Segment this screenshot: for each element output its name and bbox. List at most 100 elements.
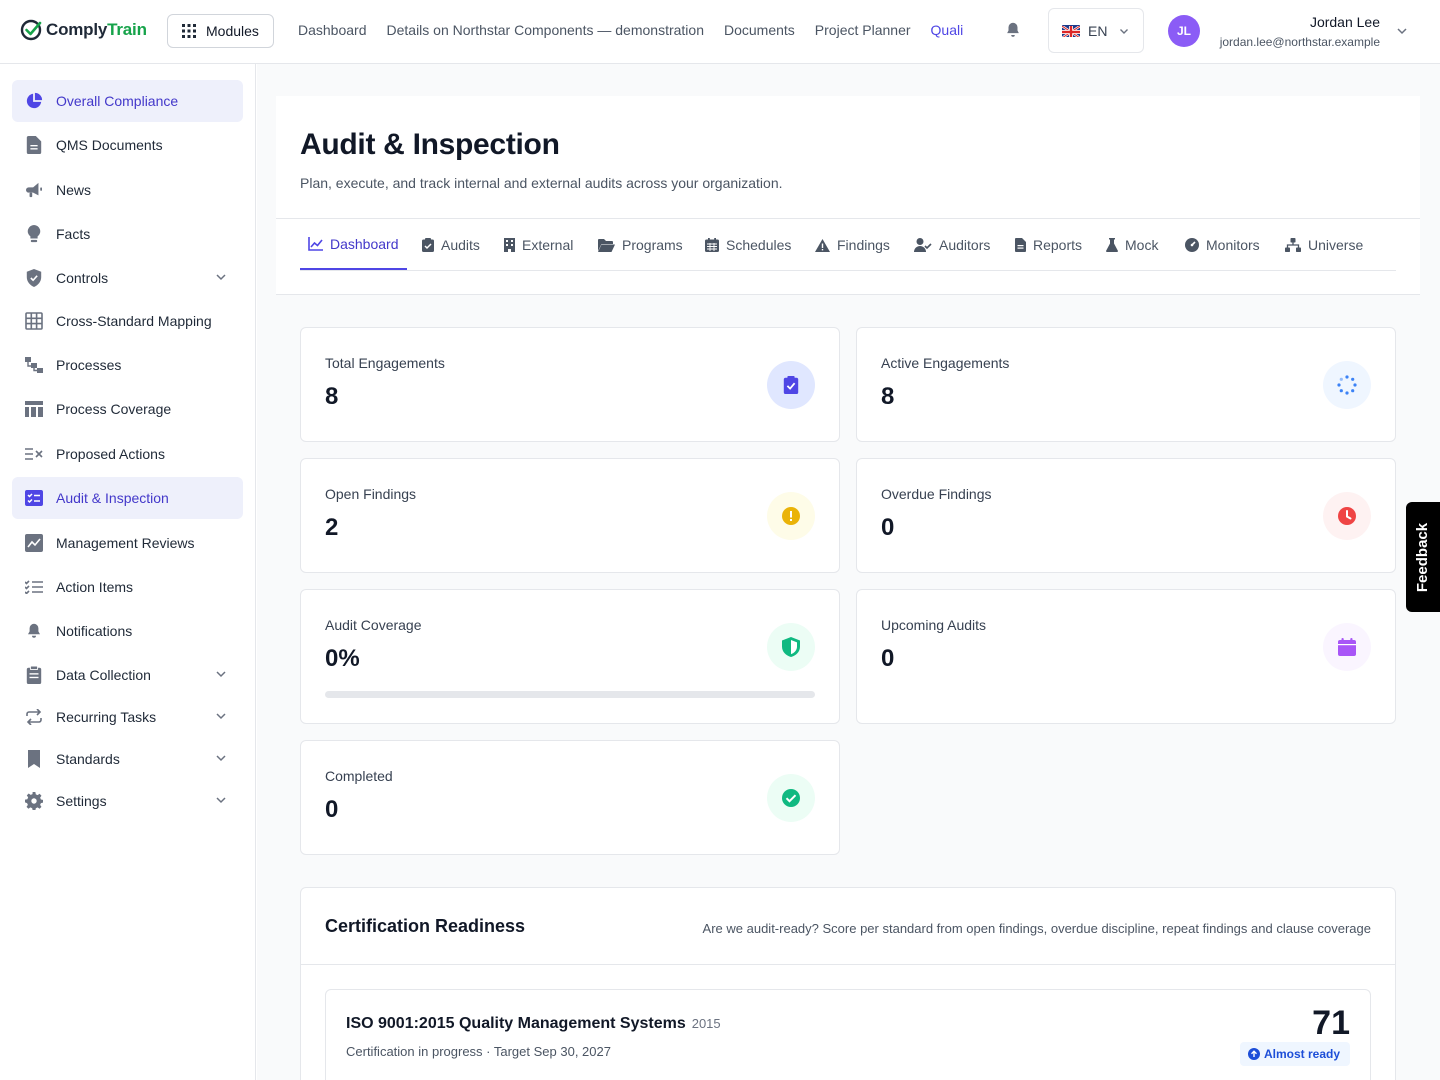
feedback-button[interactable]: Feedback: [1406, 502, 1440, 612]
audit-coverage-progress-bar: [325, 691, 815, 698]
bookmark-icon: [24, 749, 44, 769]
sidebar-item-audit-inspection[interactable]: Audit & Inspection: [12, 477, 243, 519]
tab-schedules[interactable]: Schedules: [705, 219, 791, 271]
sidebar-item-news[interactable]: News: [12, 169, 243, 211]
tab-mock[interactable]: Mock: [1106, 219, 1158, 271]
sidebar-item-recurring-tasks[interactable]: Recurring Tasks: [12, 696, 243, 738]
stat-value: 8: [881, 383, 895, 410]
topnav-dashboard[interactable]: Dashboard: [298, 22, 367, 38]
user-check-icon: [914, 238, 932, 252]
stat-label: Upcoming Audits: [881, 617, 987, 633]
tab-external[interactable]: External: [504, 219, 573, 271]
chevron-down-icon[interactable]: [215, 752, 227, 764]
stat-value: 8: [325, 383, 339, 410]
readiness-score: 71: [1312, 1004, 1350, 1042]
stat-card-overdue-findings: Overdue Findings 0: [856, 458, 1396, 573]
user-name[interactable]: Jordan Lee: [1309, 14, 1380, 30]
stat-value: 0: [881, 514, 895, 541]
stat-value: 0%: [325, 645, 360, 672]
check-circle-icon: [767, 774, 815, 822]
tab-universe[interactable]: Universe: [1285, 219, 1363, 271]
tab-auditors[interactable]: Auditors: [914, 219, 990, 271]
warning-circle-icon: [767, 492, 815, 540]
sidebar-item-management-reviews[interactable]: Management Reviews: [12, 522, 243, 564]
stat-card-upcoming-audits: Upcoming Audits 0: [856, 589, 1396, 724]
sidebar-item-settings[interactable]: Settings: [12, 780, 243, 822]
sidebar-item-notifications[interactable]: Notifications: [12, 610, 243, 652]
status-badge-label: Almost ready: [1263, 1047, 1340, 1061]
flow-icon: [24, 355, 44, 375]
sidebar-item-facts[interactable]: Facts: [12, 213, 243, 255]
stat-value: 0: [881, 645, 895, 672]
top-bar: Comply Train Modules Dashboard Details on…: [0, 0, 1440, 64]
tab-monitors[interactable]: Monitors: [1185, 219, 1260, 271]
topnav-documents[interactable]: Documents: [723, 22, 795, 38]
user-avatar[interactable]: JL: [1168, 15, 1200, 47]
sidebar: Overall Compliance QMS Documents News Fa…: [0, 64, 256, 1080]
clipboard-check-icon: [422, 238, 434, 252]
main-content: Audit & Inspection Plan, execute, and tr…: [257, 64, 1440, 1080]
stat-label: Overdue Findings: [881, 486, 992, 502]
page-title: Audit & Inspection: [300, 128, 560, 161]
sidebar-item-data-collection[interactable]: Data Collection: [12, 654, 243, 696]
chevron-down-icon[interactable]: [215, 668, 227, 680]
standard-readiness-card[interactable]: ISO 9001:2015 Quality Management Systems…: [325, 989, 1371, 1080]
chevron-down-icon[interactable]: [215, 710, 227, 722]
checklist-icon: [24, 488, 44, 508]
tab-dashboard[interactable]: Dashboard: [300, 219, 407, 270]
sidebar-item-action-items[interactable]: Action Items: [12, 566, 243, 608]
sidebar-item-cross-standard-mapping[interactable]: Cross-Standard Mapping: [12, 300, 243, 342]
sidebar-item-label: Processes: [56, 357, 122, 373]
megaphone-icon: [24, 180, 44, 200]
sidebar-item-label: Standards: [56, 751, 120, 767]
topnav-quali[interactable]: Quali: [930, 22, 964, 38]
hierarchy-icon: [1285, 238, 1301, 252]
sidebar-item-processes[interactable]: Processes: [12, 344, 243, 386]
tab-label: External: [522, 237, 574, 253]
tab-reports[interactable]: Reports: [1015, 219, 1082, 271]
tab-label: Audits: [441, 237, 480, 253]
chevron-down-icon[interactable]: [215, 794, 227, 806]
tab-label: Mock: [1125, 237, 1159, 253]
topnav-project-planner[interactable]: Project Planner: [814, 22, 911, 38]
list-x-icon: [24, 444, 44, 464]
report-icon: [1015, 238, 1026, 252]
sidebar-item-process-coverage[interactable]: Process Coverage: [12, 388, 243, 430]
check-logo-icon: [20, 19, 42, 41]
sidebar-item-label: Management Reviews: [56, 535, 195, 551]
topnav-details[interactable]: Details on Northstar Components — demons…: [386, 22, 704, 38]
brand-logo[interactable]: Comply Train: [20, 18, 147, 42]
stat-label: Active Engagements: [881, 355, 1010, 371]
chevron-down-icon[interactable]: [215, 271, 227, 283]
tab-label: Universe: [1308, 237, 1364, 253]
sidebar-item-label: Data Collection: [56, 667, 151, 683]
sidebar-item-overall-compliance[interactable]: Overall Compliance: [12, 80, 243, 122]
sidebar-item-controls[interactable]: Controls: [12, 257, 243, 299]
sidebar-item-label: Cross-Standard Mapping: [56, 313, 212, 329]
top-navigation: Dashboard Details on Northstar Component…: [298, 22, 963, 38]
language-selector[interactable]: EN: [1048, 8, 1144, 53]
modules-button[interactable]: Modules: [167, 14, 274, 48]
tab-audits[interactable]: Audits: [422, 219, 480, 271]
sidebar-item-label: QMS Documents: [56, 137, 163, 153]
tab-label: Dashboard: [330, 235, 399, 252]
stat-card-active-engagements: Active Engagements 8: [856, 327, 1396, 442]
user-menu-chevron-icon[interactable]: [1396, 25, 1408, 37]
tab-programs[interactable]: Programs: [598, 219, 683, 271]
calendar-grid-icon: [705, 238, 719, 252]
clipboard-icon: [24, 665, 44, 685]
standard-name-row: ISO 9001:2015 Quality Management Systems…: [346, 1015, 721, 1033]
certification-divider: [301, 964, 1395, 965]
tab-findings[interactable]: Findings: [815, 219, 890, 271]
pie-chart-icon: [24, 91, 44, 111]
stat-card-total-engagements: Total Engagements 8: [300, 327, 840, 442]
document-icon: [24, 135, 44, 155]
modules-label: Modules: [206, 23, 259, 39]
brand-name-part1: Comply: [46, 20, 108, 39]
sidebar-item-proposed-actions[interactable]: Proposed Actions: [12, 433, 243, 475]
shield-half-icon: [767, 623, 815, 671]
certification-description: Are we audit-ready? Score per standard f…: [702, 921, 1371, 936]
sidebar-item-standards[interactable]: Standards: [12, 738, 243, 780]
notifications-bell-icon[interactable]: [1004, 21, 1022, 44]
sidebar-item-qms-documents[interactable]: QMS Documents: [12, 124, 243, 166]
